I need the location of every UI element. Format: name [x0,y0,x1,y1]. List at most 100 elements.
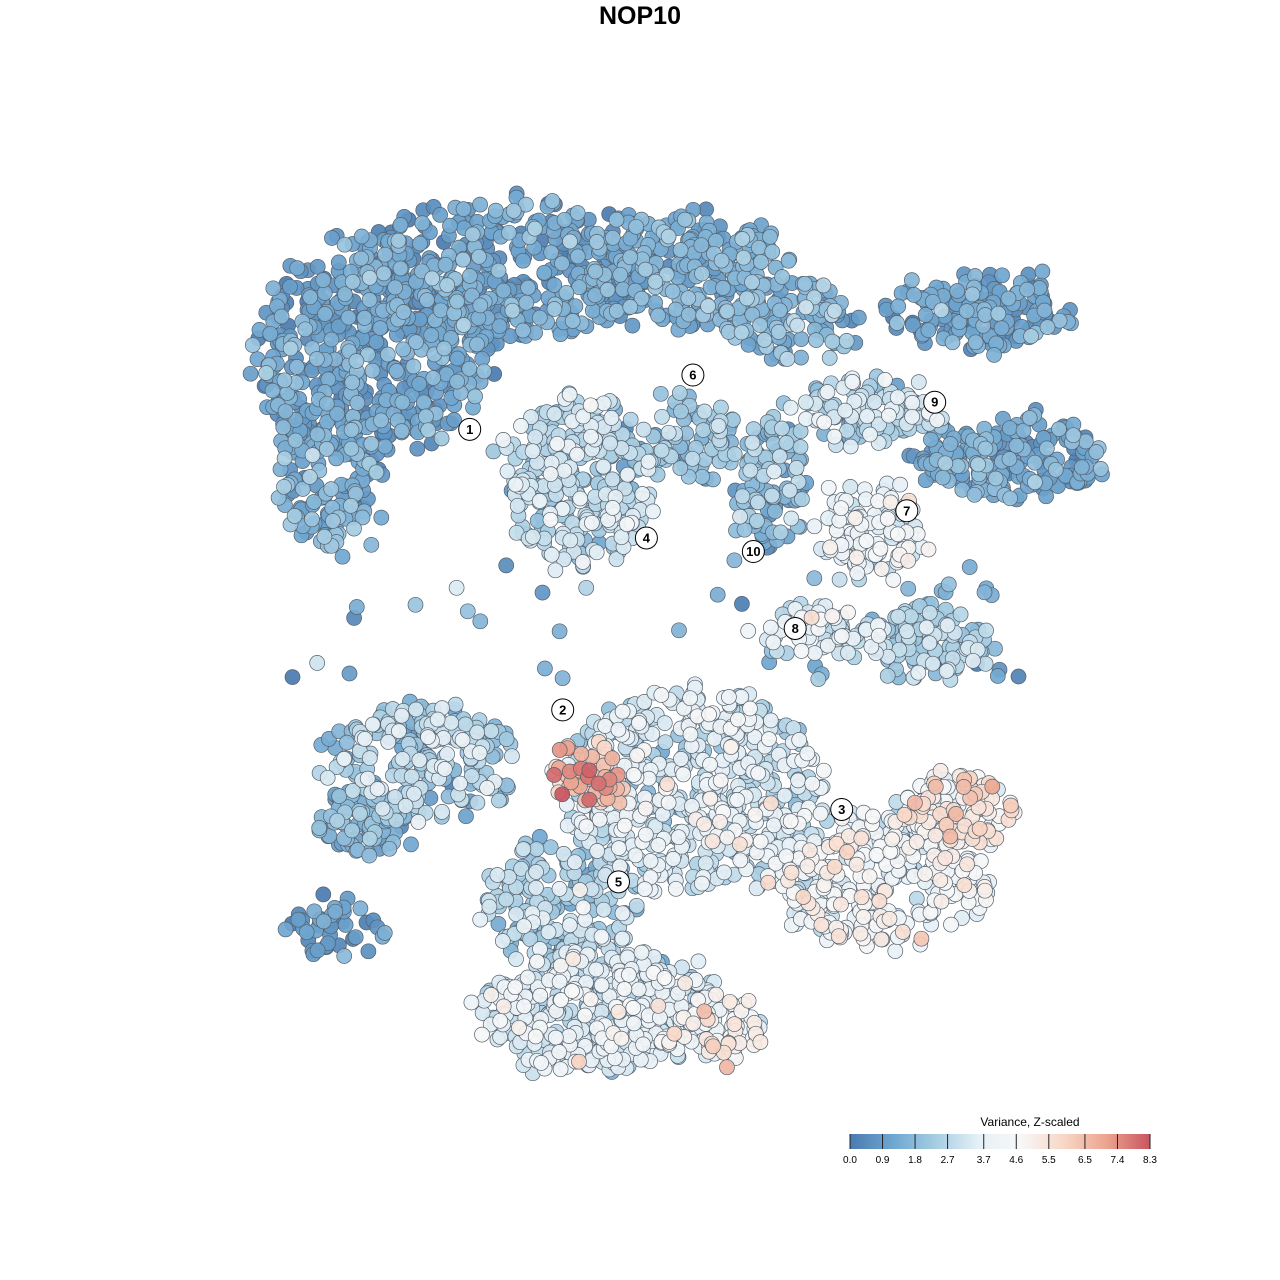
legend-colorbar [850,1134,1150,1149]
scatter-point [853,889,870,906]
scatter-point [896,806,913,823]
scatter-point [840,644,856,661]
scatter-point [467,388,483,405]
scatter-point [287,432,304,449]
scatter-point [1027,474,1043,491]
scatter-point [442,217,458,234]
scatter-point [432,207,448,223]
scatter-point [712,813,728,830]
scatter-point [622,249,639,266]
scatter-point [858,533,875,549]
scatter-point [432,302,449,319]
scatter-point [660,424,677,441]
scatter-point [1051,421,1067,437]
legend-tick-label: 2.7 [941,1155,955,1166]
scatter-point [561,386,578,403]
scatter-point [616,981,633,997]
scatter-point [976,584,993,601]
scatter-point [944,334,961,351]
scatter-point [390,232,407,249]
scatter-point [264,382,281,399]
scatter-point [677,975,693,992]
scatter-point [491,792,507,809]
scatter-point [507,476,524,493]
scatter-point [890,608,907,625]
scatter-point [760,874,777,891]
scatter-point [551,742,568,758]
scatter-point [762,712,779,729]
scatter-point [474,1026,490,1043]
scatter-point [436,761,453,777]
scatter-point [804,775,821,792]
scatter-point [781,482,798,499]
scatter-point [638,826,654,843]
scatter-point [577,1007,593,1024]
scatter-point [275,419,292,436]
scatter-point [977,440,994,457]
scatter-point [571,1053,587,1070]
scatter-point [290,911,307,928]
scatter-point [923,431,939,448]
scatter-point [520,279,536,296]
scatter-point [798,411,814,427]
scatter-point [542,839,559,856]
scatter-point [569,205,586,221]
scatter-point [352,900,369,917]
cluster-label: 8 [783,616,807,640]
scatter-point [778,435,795,451]
scatter-point [578,579,595,596]
scatter-point [984,778,1001,795]
scatter-point [626,1015,642,1032]
scatter-point [476,363,492,380]
scatter-point [631,715,647,731]
cluster-label-text: 7 [903,503,910,518]
scatter-point [868,847,885,863]
scatter-point [569,446,585,463]
scatter-point [650,307,666,324]
scatter-point [1026,454,1043,471]
scatter-point [713,399,729,416]
scatter-point [611,840,627,856]
scatter-point [767,503,783,520]
scatter-point [907,794,923,811]
scatter-point [498,731,515,748]
scatter-point [515,322,531,339]
scatter-point [994,267,1010,284]
scatter-point [798,299,814,316]
scatter-point [673,403,689,420]
scatter-point [561,917,578,934]
scatter-point [921,605,938,621]
scatter-point [771,448,788,465]
scatter-point [595,458,612,475]
scatter-point [608,303,625,319]
scatter-point [842,479,859,495]
scatter-point [735,249,752,266]
scatter-point [469,794,486,811]
scatter-point [483,987,499,1003]
scatter-point [1000,290,1017,307]
scatter-point [588,961,605,978]
scatter-point [337,917,354,933]
scatter-point [889,315,905,331]
scatter-point [637,800,654,817]
scatter-point [734,596,750,612]
scatter-point [542,466,559,482]
scatter-point [870,627,887,644]
scatter-point [989,668,1006,684]
scatter-point [572,490,589,507]
scatter-point [336,948,353,964]
scatter-point [273,308,290,325]
scatter-point [745,421,762,437]
scatter-point [529,953,545,970]
scatter-point [873,561,890,577]
cluster-label: 2 [551,698,575,722]
scatter-point [684,798,700,814]
scatter-point [341,665,358,682]
scatter-point [297,321,314,338]
scatter-point [668,880,684,897]
cluster-label-text: 4 [643,530,651,545]
scatter-point [684,450,701,467]
legend-tick-label: 4.6 [1009,1155,1023,1166]
scatter-point [667,301,684,318]
scatter-point [702,790,719,807]
